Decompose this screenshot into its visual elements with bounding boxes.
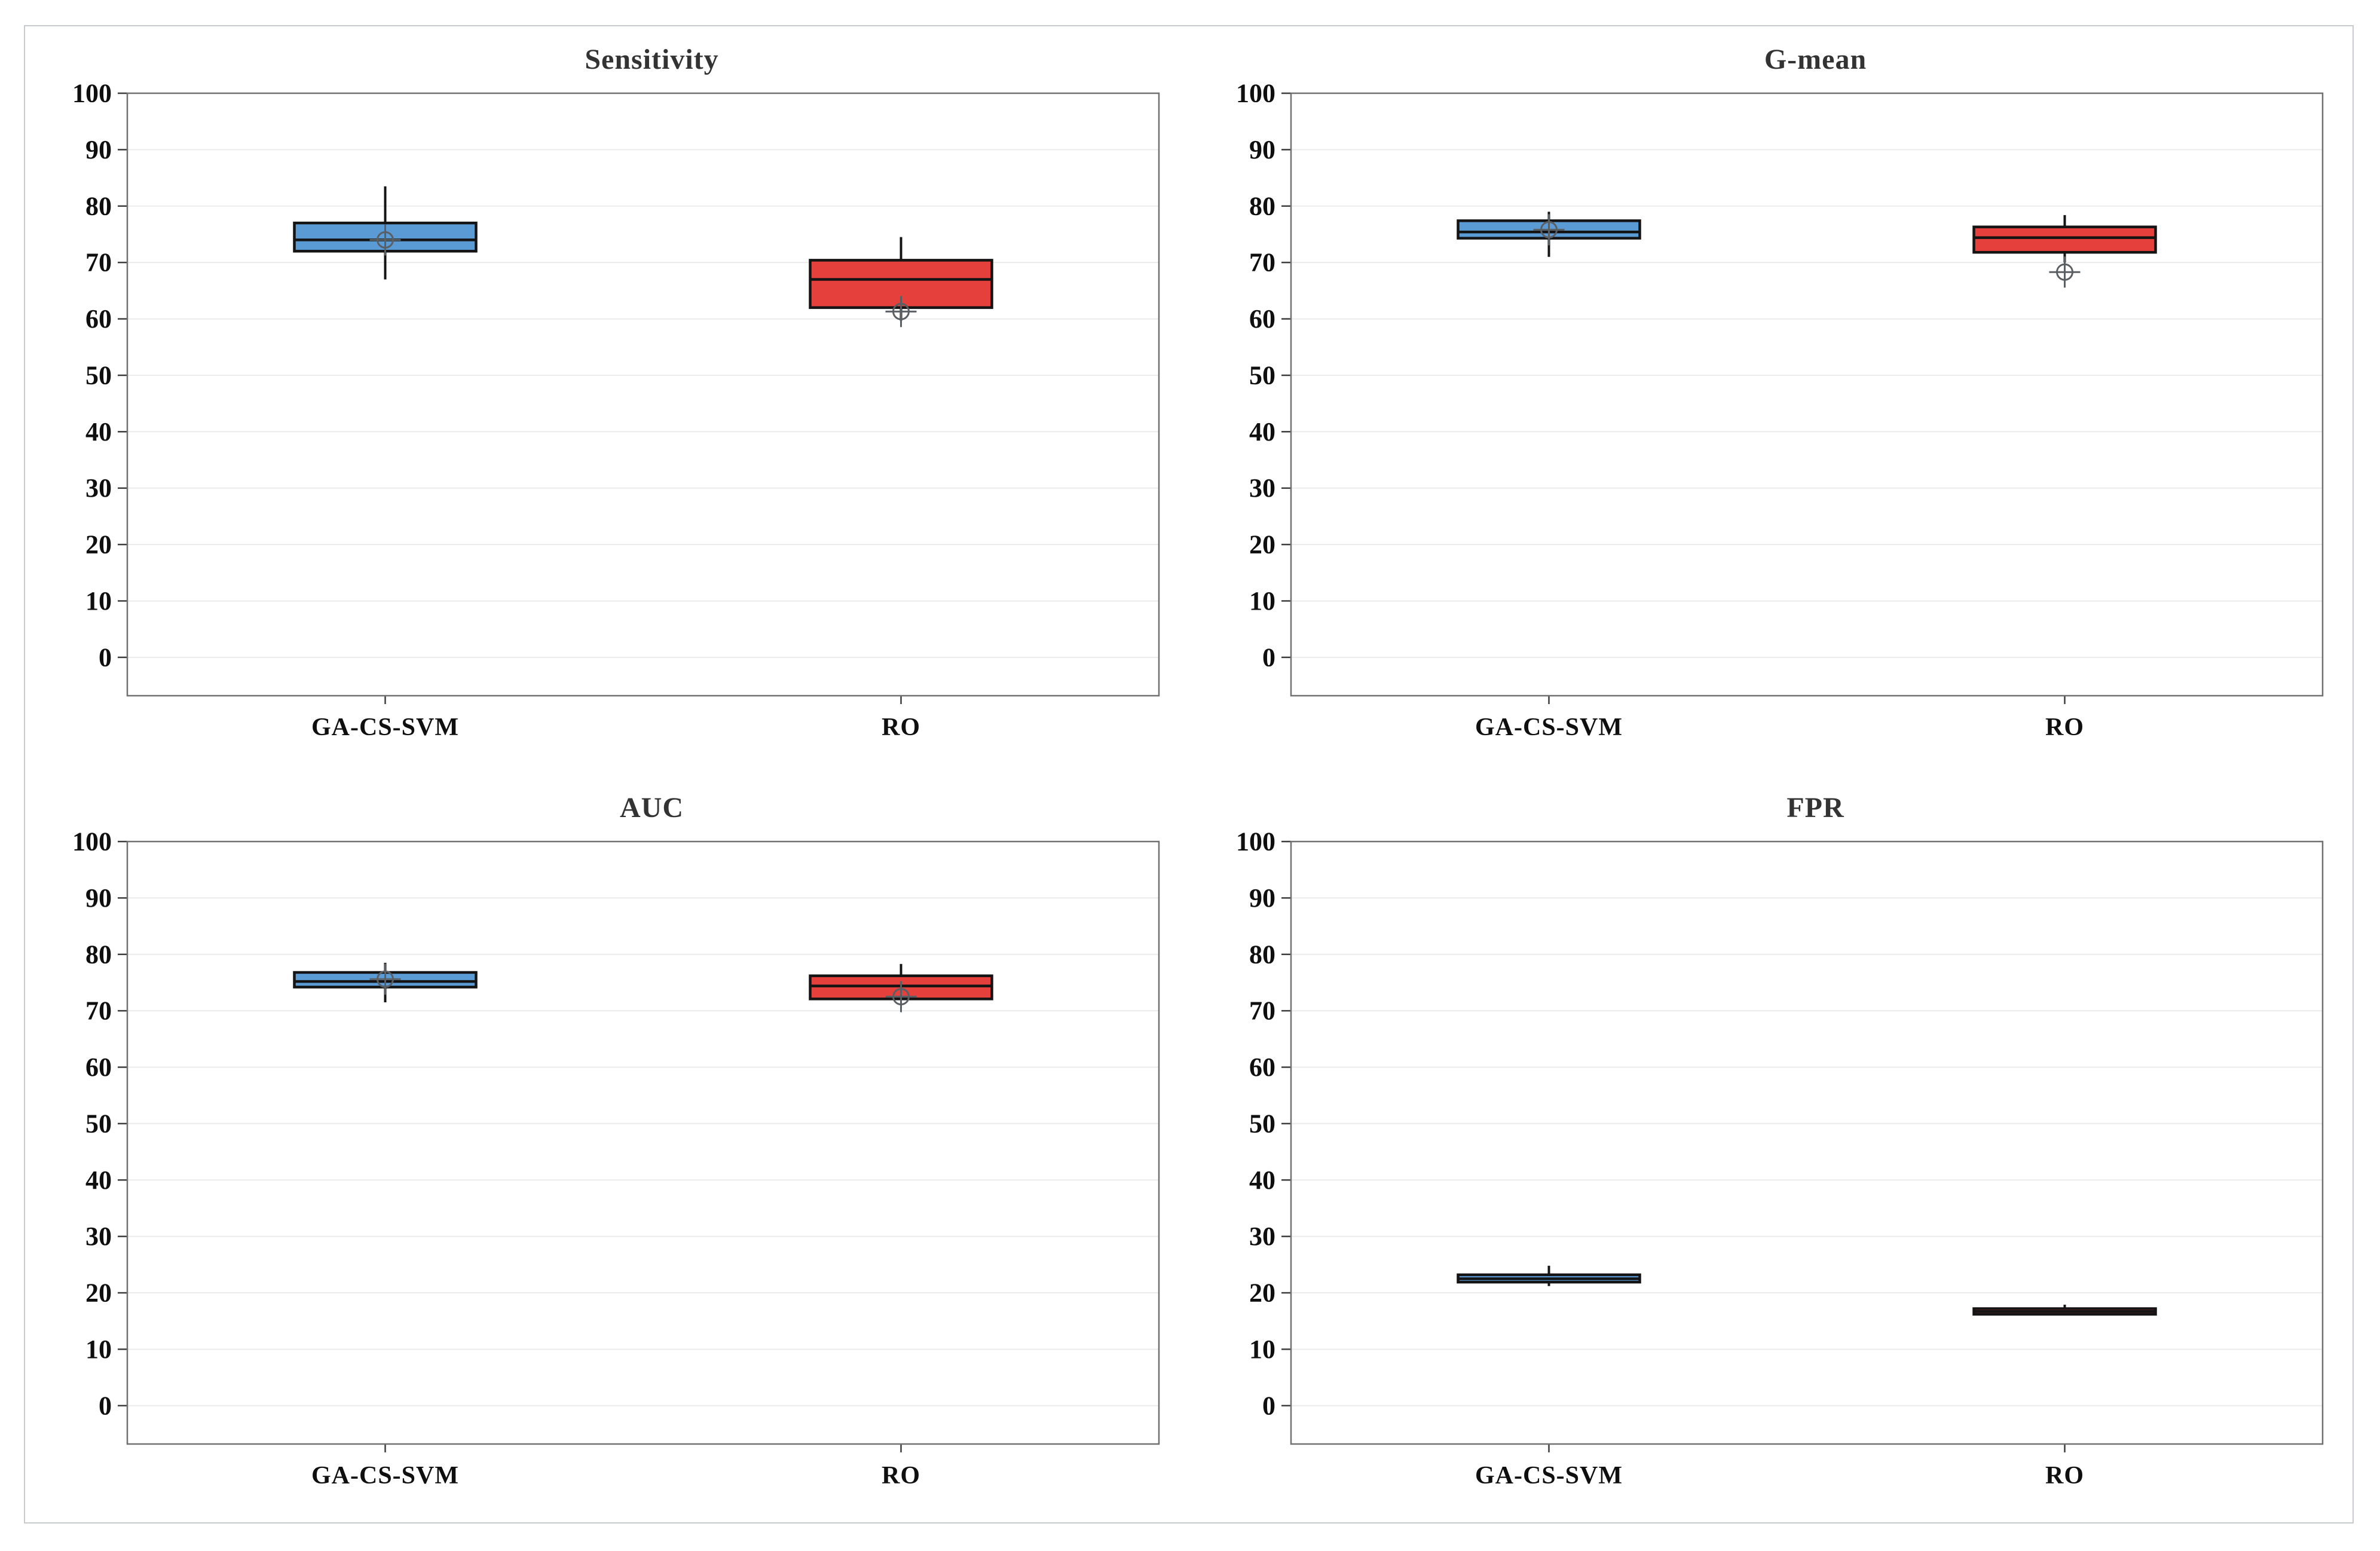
y-tick-label-20: 20 bbox=[1249, 1278, 1275, 1307]
boxplot-auc: 0 10 20 30 40 50 60 70 80 90 100 GA-CS-SVM RO bbox=[72, 827, 1160, 1489]
y-tick-label-40: 40 bbox=[1249, 1165, 1275, 1194]
category-label-RO: RO bbox=[2045, 714, 2084, 741]
y-tick-label-30: 30 bbox=[85, 473, 112, 503]
panel-gmean: G-mean 0 10 20 30 40 50 60 70 80 90 100 GA-CS-SVM RO bbox=[1189, 26, 2353, 775]
panel-title-sensitivity: Sensitivity bbox=[585, 44, 719, 75]
plot-border bbox=[1290, 840, 2323, 1445]
y-tick-label-10: 10 bbox=[1249, 586, 1275, 616]
panel-title-fpr: FPR bbox=[1786, 791, 1844, 824]
y-tick-label-90: 90 bbox=[1249, 135, 1275, 164]
y-tick-label-80: 80 bbox=[1249, 940, 1275, 969]
category-label-RO: RO bbox=[882, 1462, 920, 1489]
plot-border bbox=[126, 840, 1160, 1445]
panel-title-auc: AUC bbox=[620, 791, 684, 824]
plot-border bbox=[126, 92, 1160, 697]
y-tick-label-90: 90 bbox=[85, 135, 112, 164]
y-tick-label-80: 80 bbox=[1249, 191, 1275, 221]
y-tick-label-100: 100 bbox=[1236, 827, 1275, 856]
y-tick-label-50: 50 bbox=[1249, 360, 1275, 390]
box-RO bbox=[1972, 215, 2157, 288]
y-tick-label-0: 0 bbox=[1262, 643, 1275, 672]
y-tick-label-100: 100 bbox=[1236, 79, 1275, 108]
box-RO bbox=[808, 237, 993, 328]
y-tick-label-20: 20 bbox=[85, 530, 112, 559]
y-tick-label-50: 50 bbox=[85, 1109, 112, 1138]
y-tick-label-0: 0 bbox=[1262, 1391, 1275, 1420]
category-label-GA-CS-SVM: GA-CS-SVM bbox=[311, 1462, 459, 1489]
panel-auc: AUC 0 10 20 30 40 50 60 70 80 90 100 GA-CS-SVM RO bbox=[25, 775, 1189, 1523]
y-tick-label-100: 100 bbox=[72, 827, 112, 856]
boxplot-gmean: 0 10 20 30 40 50 60 70 80 90 100 GA-CS-SVM RO bbox=[1236, 79, 2323, 741]
mean-marker bbox=[885, 296, 916, 328]
y-tick-label-40: 40 bbox=[85, 417, 112, 446]
y-tick-label-0: 0 bbox=[99, 643, 112, 672]
panel-sensitivity: Sensitivity 0 10 20 30 40 50 60 70 80 90 100 GA-CS-… bbox=[25, 26, 1189, 775]
iqr-box bbox=[1972, 225, 2157, 254]
y-tick-label-70: 70 bbox=[1249, 996, 1275, 1025]
category-label-RO: RO bbox=[882, 714, 920, 741]
y-tick-label-60: 60 bbox=[1249, 304, 1275, 334]
y-tick-label-70: 70 bbox=[85, 996, 112, 1025]
mean-marker bbox=[885, 981, 916, 1012]
boxplot-sensitivity: 0 10 20 30 40 50 60 70 80 90 100 GA-CS-SVM RO bbox=[72, 79, 1160, 741]
y-tick-label-10: 10 bbox=[85, 586, 112, 616]
y-tick-label-80: 80 bbox=[85, 191, 112, 221]
y-tick-label-40: 40 bbox=[1249, 417, 1275, 446]
panel-fpr: FPR 0 10 20 30 40 50 60 70 80 90 100 GA-CS-SVM RO bbox=[1189, 775, 2353, 1523]
y-tick-label-10: 10 bbox=[1249, 1334, 1275, 1363]
category-label-GA-CS-SVM: GA-CS-SVM bbox=[1475, 1462, 1623, 1489]
category-label-GA-CS-SVM: GA-CS-SVM bbox=[1475, 714, 1623, 741]
plot-border bbox=[1290, 92, 2323, 697]
y-tick-label-70: 70 bbox=[1249, 248, 1275, 277]
y-tick-label-60: 60 bbox=[85, 1053, 112, 1082]
mean-marker bbox=[369, 224, 400, 256]
y-tick-label-60: 60 bbox=[1249, 1053, 1275, 1082]
y-tick-label-100: 100 bbox=[72, 79, 112, 108]
category-label-RO: RO bbox=[2045, 1462, 2084, 1489]
y-tick-label-60: 60 bbox=[85, 304, 112, 334]
y-tick-label-30: 30 bbox=[1249, 1222, 1275, 1251]
mean-marker bbox=[1533, 214, 1564, 246]
box-GA-CS-SVM bbox=[292, 962, 478, 1002]
mean-marker bbox=[2049, 256, 2080, 288]
mean-marker bbox=[369, 963, 400, 995]
y-tick-label-20: 20 bbox=[1249, 530, 1275, 559]
y-tick-label-90: 90 bbox=[1249, 883, 1275, 912]
box-RO bbox=[1972, 1304, 2157, 1316]
panel-title-gmean: G-mean bbox=[1764, 44, 1867, 75]
y-tick-label-50: 50 bbox=[85, 360, 112, 390]
y-tick-label-80: 80 bbox=[85, 940, 112, 969]
y-tick-label-70: 70 bbox=[85, 248, 112, 277]
figure-frame: Sensitivity 0 10 20 30 40 50 60 70 80 90 100 GA-CS-… bbox=[24, 25, 2354, 1524]
y-tick-label-30: 30 bbox=[85, 1222, 112, 1251]
panel-grid: Sensitivity 0 10 20 30 40 50 60 70 80 90 100 GA-CS-… bbox=[25, 26, 2353, 1522]
boxplot-fpr: 0 10 20 30 40 50 60 70 80 90 100 GA-CS-SVM RO bbox=[1236, 827, 2323, 1489]
y-tick-label-30: 30 bbox=[1249, 473, 1275, 503]
y-tick-label-50: 50 bbox=[1249, 1109, 1275, 1138]
y-tick-label-40: 40 bbox=[85, 1165, 112, 1194]
box-GA-CS-SVM bbox=[1456, 1265, 1641, 1286]
box-GA-CS-SVM bbox=[292, 186, 478, 280]
box-RO bbox=[808, 963, 993, 1012]
y-tick-label-20: 20 bbox=[85, 1278, 112, 1307]
box-GA-CS-SVM bbox=[1456, 212, 1641, 257]
y-tick-label-0: 0 bbox=[99, 1391, 112, 1420]
category-label-GA-CS-SVM: GA-CS-SVM bbox=[311, 714, 459, 741]
y-tick-label-90: 90 bbox=[85, 883, 112, 912]
y-tick-label-10: 10 bbox=[85, 1334, 112, 1363]
